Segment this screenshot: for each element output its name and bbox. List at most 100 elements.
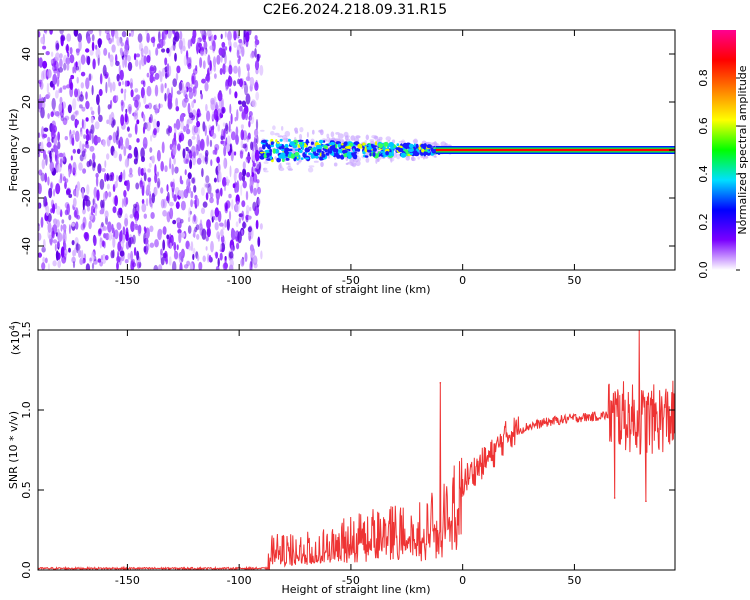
heatmap-noise-cell <box>232 183 236 189</box>
heatmap-noise-cell <box>166 184 169 192</box>
snr-spike-point <box>645 500 647 503</box>
heatmap-noise-cell <box>109 59 114 67</box>
heatmap-noise-cell <box>166 63 170 72</box>
heatmap-noise-cell <box>255 219 259 230</box>
heatmap-noise-cell <box>222 262 228 270</box>
heatmap-noise-cell <box>47 113 50 119</box>
heatmap-noise-cell <box>255 161 260 170</box>
heatmap-halo-cell <box>390 158 393 163</box>
heatmap-noise-cell <box>143 94 147 105</box>
heatmap-noise-cell <box>187 225 192 234</box>
heatmap-noise-cell <box>171 163 174 176</box>
heatmap-noise-cell <box>47 92 51 98</box>
heatmap-signal-cell <box>391 149 394 154</box>
heatmap-noise-cell <box>237 58 241 65</box>
heatmap-noise-cell <box>200 90 202 95</box>
heatmap-noise-cell <box>136 261 141 269</box>
heatmap-noise-cell <box>110 250 114 259</box>
heatmap-noise-cell <box>234 167 239 174</box>
heatmap-noise-cell <box>123 190 127 198</box>
heatmap-noise-cell <box>38 132 41 138</box>
heatmap-signal-cell <box>364 155 369 158</box>
heatmap-signal-cell <box>297 139 304 142</box>
heatmap-noise-cell <box>73 30 79 37</box>
heatmap-noise-cell <box>175 72 179 81</box>
heatmap-noise-cell <box>88 30 93 35</box>
heatmap-noise-cell <box>59 30 64 35</box>
heatmap-noise-cell <box>242 168 247 177</box>
heatmap-noise-cell <box>183 97 189 103</box>
heatmap-noise-cell <box>79 94 84 102</box>
heatmap-signal-cell <box>310 153 315 159</box>
snr-xtick-label: -50 <box>342 574 360 587</box>
heatmap-noise-cell <box>38 183 42 195</box>
heatmap-noise-cell <box>162 67 165 77</box>
heatmap-halo-cell <box>396 153 401 160</box>
heatmap-noise-cell <box>38 232 42 241</box>
heatmap-ytick-label: -40 <box>20 237 33 255</box>
heatmap-noise-cell <box>179 251 184 261</box>
heatmap-noise-cell <box>178 39 183 50</box>
heatmap-noise-cell <box>162 30 167 39</box>
heatmap-noise-cell <box>112 236 116 248</box>
heatmap-noise-cell <box>192 253 195 261</box>
heatmap-noise-cell <box>98 88 103 97</box>
heatmap-noise-cell <box>108 37 113 45</box>
heatmap-noise-cell <box>50 59 54 64</box>
heatmap-noise-cell <box>143 226 146 232</box>
heatmap-noise-cell <box>121 80 124 85</box>
heatmap-signal-cell <box>405 150 409 154</box>
heatmap-noise-cell <box>128 173 134 178</box>
heatmap-noise-cell <box>128 106 132 115</box>
heatmap-noise-cell <box>38 57 41 67</box>
heatmap-noise-cell <box>140 80 145 85</box>
heatmap-noise-cell <box>224 65 229 73</box>
heatmap-signal-cell <box>305 141 310 144</box>
heatmap-noise-cell <box>92 152 96 162</box>
heatmap-noise-cell <box>60 246 65 258</box>
heatmap-noise-cell <box>133 203 138 209</box>
heatmap-noise-cell <box>256 53 260 63</box>
heatmap-signal-cell <box>342 150 346 154</box>
heatmap-noise-cell <box>191 124 197 136</box>
heatmap-noise-cell <box>38 252 42 258</box>
snr-plot-area <box>38 330 675 570</box>
heatmap-noise-cell <box>178 190 184 197</box>
heatmap-noise-cell <box>226 218 230 231</box>
heatmap-signal-cell <box>366 149 372 153</box>
heatmap-noise-cell <box>73 209 77 218</box>
heatmap-signal-cell <box>344 141 348 146</box>
heatmap-noise-cell <box>128 133 132 138</box>
heatmap-noise-cell <box>42 60 48 69</box>
heatmap-noise-cell <box>173 194 177 202</box>
heatmap-noise-cell <box>223 157 226 170</box>
heatmap-ytick-label: 0 <box>20 147 33 154</box>
heatmap-noise-cell <box>234 184 239 193</box>
heatmap-xlabel: Height of straight line (km) <box>281 283 430 296</box>
heatmap-noise-cell <box>151 193 155 204</box>
heatmap-noise-cell <box>143 213 147 219</box>
heatmap-noise-cell <box>72 249 76 257</box>
heatmap-noise-cell <box>229 264 234 270</box>
heatmap-noise-cell <box>227 30 232 42</box>
heatmap-noise-cell <box>44 257 48 264</box>
snr-series-line <box>38 330 675 570</box>
heatmap-noise-cell <box>149 73 154 84</box>
heatmap-noise-cell <box>89 49 94 56</box>
heatmap-noise-cell <box>147 177 152 183</box>
heatmap-noise-cell <box>91 110 95 116</box>
heatmap-noise-cell <box>205 192 209 201</box>
heatmap-noise-cell <box>164 57 168 66</box>
heatmap-noise-cell <box>191 177 195 184</box>
heatmap-noise-cell <box>85 100 90 110</box>
heatmap-noise-cell <box>213 108 219 121</box>
heatmap-noise-cell <box>242 221 247 229</box>
heatmap-noise-cell <box>172 219 177 225</box>
colorbar-tick-label: 0.4 <box>697 165 710 183</box>
heatmap-noise-cell <box>196 145 199 155</box>
heatmap-noise-cell <box>150 134 153 142</box>
heatmap-noise-cell <box>89 257 92 262</box>
heatmap-noise-cell <box>129 167 133 175</box>
heatmap-noise-cell <box>217 91 223 102</box>
heatmap-noise-cell <box>91 34 95 42</box>
